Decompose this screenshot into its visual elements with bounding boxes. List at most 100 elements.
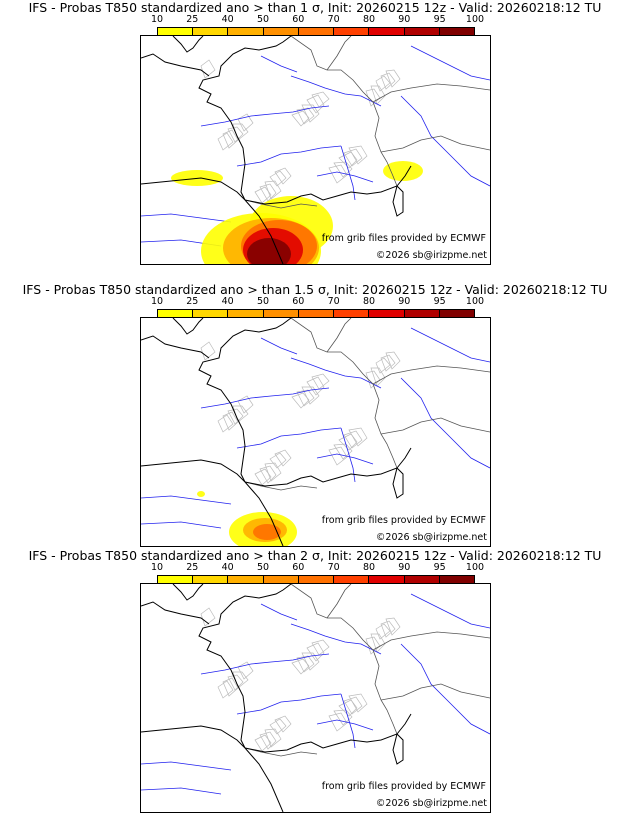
river-line	[290, 357, 382, 389]
legend-swatch	[404, 310, 440, 317]
legend-swatch	[439, 310, 474, 317]
country-border	[372, 631, 490, 651]
corsica-island	[392, 467, 404, 499]
country-border	[380, 135, 490, 153]
legend-swatch	[298, 576, 335, 583]
anomaly-probability-area	[253, 524, 281, 540]
legend-swatch	[193, 28, 229, 35]
legend-tick: 80	[362, 14, 376, 25]
coastline	[198, 318, 292, 483]
corsica-island	[392, 185, 404, 217]
river-line	[200, 387, 330, 409]
coastline	[141, 335, 210, 359]
map-canvas	[141, 318, 490, 546]
admin-boundary	[274, 449, 292, 467]
legend-tick: 40	[221, 562, 234, 573]
river-line	[141, 787, 222, 795]
legend-swatch	[193, 310, 229, 317]
color-legend: 10 25 40 50 60 70 80 90 95 100	[151, 14, 484, 46]
river-line	[141, 521, 222, 529]
country-border	[290, 584, 398, 735]
coastline	[172, 584, 204, 601]
legend-swatch	[404, 576, 440, 583]
admin-boundary	[306, 376, 325, 396]
admin-boundary	[254, 186, 272, 204]
legend-tick: 95	[433, 562, 446, 573]
legend-tick: 50	[256, 14, 270, 25]
coastline	[141, 177, 246, 201]
legend-tick: 60	[292, 562, 305, 573]
admin-boundary	[291, 658, 310, 675]
river-line	[141, 495, 232, 505]
legend-swatch	[263, 576, 299, 583]
coastline	[244, 199, 284, 264]
legend-tick: 80	[362, 296, 376, 307]
copyright-notice: ©2026 sb@irizpme.net	[375, 798, 487, 809]
river-line	[200, 653, 330, 675]
admin-boundary	[200, 607, 216, 627]
coastline	[244, 747, 284, 812]
coastline	[141, 53, 210, 77]
admin-boundary	[291, 110, 310, 127]
legend-tick: 100	[465, 14, 485, 25]
admin-boundary	[237, 113, 254, 132]
legend-swatch	[369, 28, 405, 35]
river-line	[290, 75, 382, 107]
legend-swatch	[439, 28, 474, 35]
admin-boundary	[237, 395, 254, 414]
legend-swatch	[439, 576, 474, 583]
legend-tick: 90	[398, 562, 411, 573]
admin-boundary	[291, 392, 310, 409]
panel-3: IFS - Probas T850 standardized ano > tha…	[0, 548, 630, 818]
panel-title: IFS - Probas T850 standardized ano > tha…	[28, 0, 602, 15]
admin-boundary	[296, 655, 315, 673]
country-border	[244, 481, 318, 491]
country-border	[372, 365, 490, 385]
admin-boundary	[348, 693, 368, 713]
river-line	[316, 453, 374, 465]
map-canvas	[141, 584, 490, 812]
legend-tick: 70	[327, 296, 340, 307]
admin-boundary	[338, 151, 358, 169]
admin-boundary	[380, 620, 396, 638]
river-line	[260, 603, 298, 621]
admin-boundary	[259, 731, 277, 750]
admin-boundary	[227, 674, 244, 691]
river-line	[400, 643, 490, 735]
legend-swatch	[334, 310, 370, 317]
admin-boundary	[385, 69, 401, 88]
legend-tick: 80	[362, 562, 376, 573]
legend-swatch	[158, 310, 194, 317]
river-line	[316, 171, 374, 183]
legend-tick: 10	[150, 14, 164, 25]
legend-swatch	[298, 28, 335, 35]
copyright-notice: ©2026 sb@irizpme.net	[375, 250, 487, 261]
legend-tick: 50	[256, 562, 270, 573]
admin-boundary	[338, 433, 358, 451]
admin-boundary	[375, 357, 391, 374]
admin-boundary	[328, 164, 348, 184]
country-border	[244, 199, 318, 209]
legend-ticks: 10 25 40 50 60 70 80 90 95 100	[151, 296, 484, 308]
coastline	[198, 584, 292, 749]
coastline	[172, 36, 204, 53]
admin-boundary	[348, 427, 368, 447]
admin-boundary	[237, 661, 254, 680]
admin-boundary	[348, 145, 368, 165]
legend-swatch	[298, 310, 335, 317]
admin-boundary	[343, 696, 363, 715]
coastline	[141, 725, 246, 749]
coastline	[244, 481, 284, 546]
river-line	[290, 623, 382, 655]
admin-boundary	[274, 167, 292, 185]
legend-ticks: 10 25 40 50 60 70 80 90 95 100	[151, 14, 484, 26]
river-line	[410, 45, 490, 81]
legend-swatch	[158, 576, 194, 583]
map-canvas	[141, 36, 490, 264]
admin-boundary	[259, 465, 277, 484]
river-line	[340, 427, 356, 483]
admin-boundary	[222, 677, 239, 697]
river-line	[316, 719, 374, 731]
river-line	[400, 95, 490, 187]
admin-boundary	[269, 170, 287, 187]
